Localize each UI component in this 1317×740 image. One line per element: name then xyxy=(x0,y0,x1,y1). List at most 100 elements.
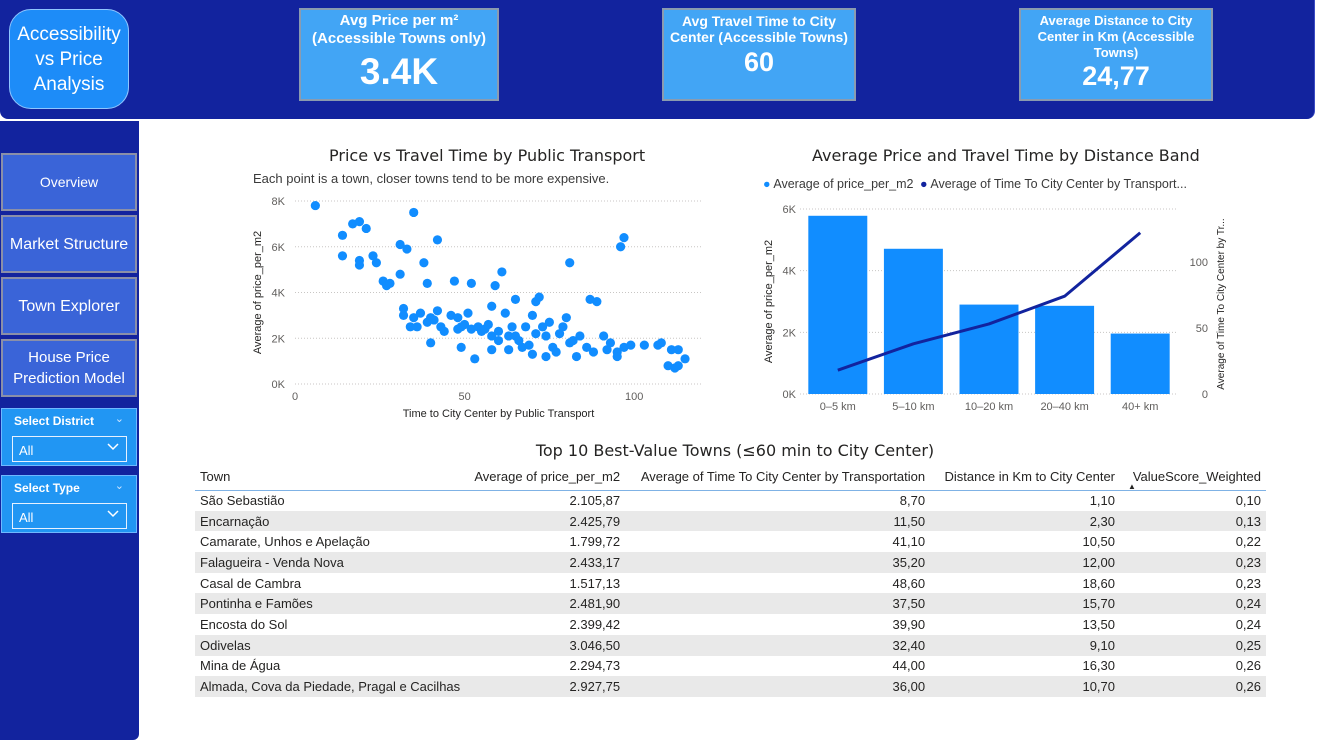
legend-item-price[interactable]: Average of price_per_m2 xyxy=(773,177,914,191)
scatter-point xyxy=(500,308,510,318)
column-header-town[interactable]: Town xyxy=(195,464,466,491)
district-dropdown[interactable]: All xyxy=(12,436,127,462)
kpi-value: 60 xyxy=(743,47,775,77)
kpi-value: 24,77 xyxy=(1082,61,1150,91)
header-bar: Accessibility vs Price Analysis Avg Pric… xyxy=(0,0,1315,119)
collapse-chevron-icon[interactable]: ⌄ xyxy=(114,413,124,425)
scatter-point xyxy=(493,326,504,336)
scatter-point xyxy=(354,260,365,270)
bar xyxy=(959,304,1019,394)
scatter-point xyxy=(354,216,365,227)
scatter-point xyxy=(402,244,412,254)
scatter-point xyxy=(541,351,551,362)
cell-distance: 2,30 xyxy=(930,510,1121,532)
column-header-travel-time[interactable]: Average of Time To City Center by Transp… xyxy=(625,464,931,491)
cell-town: Odivelas xyxy=(195,634,466,656)
x-tick-label: 10–20 km xyxy=(965,401,1013,413)
y-axis-title: Average of price_per_m2 xyxy=(252,231,264,354)
table-row[interactable]: Almada, Cova da Piedade, Pragal e Cacilh… xyxy=(195,676,1266,697)
y-tick-label: 2K xyxy=(272,333,286,345)
scatter-point xyxy=(497,267,507,277)
cell-distance: 18,60 xyxy=(1082,575,1116,591)
scatter-point xyxy=(544,317,554,327)
scatter-point xyxy=(361,223,371,234)
x-tick-label: 20–40 km xyxy=(1040,401,1088,413)
table-row[interactable]: Mina de Água 2.294,73 44,00 16,30 0,26 xyxy=(195,656,1266,677)
scatter-point xyxy=(405,322,415,332)
scatter-point xyxy=(385,278,395,288)
bar xyxy=(883,248,943,394)
kpi-card-avg-price: Avg Price per m² (Accessible Towns only)… xyxy=(299,8,499,101)
table-row[interactable]: Encosta do Sol 2.399,42 39,90 13,50 0,24 xyxy=(195,614,1266,635)
y-tick-label: 4K xyxy=(783,266,797,278)
cell-distance: 10,50 xyxy=(1082,534,1116,550)
cell-valuescore: 0,10 xyxy=(1235,493,1261,509)
cell-valuescore: 0,24 xyxy=(1235,616,1261,632)
y-axis-title: Average of price_per_m2 xyxy=(763,240,775,363)
scatter-point xyxy=(605,338,616,348)
scatter-point xyxy=(395,269,405,279)
sort-ascending-icon: ▲ xyxy=(1128,482,1136,491)
cell-distance: 9,10 xyxy=(930,634,1121,656)
cell-valuescore: 0,26 xyxy=(1235,658,1261,674)
y2-tick-label: 0 xyxy=(1202,389,1208,401)
column-header-valuescore[interactable]: ValueScore_Weighted ▲ xyxy=(1120,464,1266,491)
table-row[interactable]: São Sebastião 2.105,87 8,70 1,10 0,10 xyxy=(195,490,1266,511)
table-row[interactable]: Pontinha e Famões 2.481,90 37,50 15,70 0,24 xyxy=(195,593,1266,615)
scatter-point xyxy=(483,319,493,330)
table-row[interactable]: Falagueira - Venda Nova 2.433,17 35,20 12,0… xyxy=(195,552,1266,573)
scatter-point xyxy=(490,281,500,291)
scatter-point xyxy=(565,258,575,268)
x-tick-label: 50 xyxy=(458,391,470,403)
nav-town-explorer-button[interactable]: Town Explorer xyxy=(1,277,137,335)
cell-valuescore: 0,22 xyxy=(1235,534,1261,550)
scatter-point xyxy=(514,335,524,346)
cell-travel-time: 44,00 xyxy=(892,658,926,674)
column-header-distance[interactable]: Distance in Km to City Center xyxy=(930,464,1121,491)
nav-overview-button[interactable]: Overview xyxy=(1,153,137,211)
legend-item-travel-time[interactable]: Average of Time To City Center by Transp… xyxy=(930,177,1187,191)
cell-price: 2.425,79 xyxy=(465,510,626,532)
scatter-point xyxy=(680,354,690,364)
nav-price-prediction-button[interactable]: House Price Prediction Model xyxy=(1,339,137,397)
scatter-chart[interactable]: 0K 2K 4K 6K 8K 0 50 100 Time to City Center by P… xyxy=(240,188,710,428)
sidebar: Overview Market Structure Town Explorer … xyxy=(0,121,139,740)
kpi-label: Avg Travel Time to City Center (Accessib… xyxy=(670,13,848,45)
x-tick-label: 5–10 km xyxy=(892,401,934,413)
kpi-card-avg-travel-time: Avg Travel Time to City Center (Accessib… xyxy=(662,8,856,101)
scatter-point xyxy=(426,338,436,348)
scatter-point xyxy=(449,276,460,286)
table-title: Top 10 Best-Value Towns (≤60 min to City… xyxy=(535,441,935,460)
scatter-point xyxy=(626,340,636,350)
scatter-point xyxy=(398,310,409,320)
combo-chart[interactable]: 0K 2K 4K 6K 0 50 100 Average of price_per_m2 Ave… xyxy=(758,194,1238,424)
scatter-point xyxy=(368,251,378,261)
cell-town: Casal de Cambra xyxy=(200,575,302,591)
scatter-point xyxy=(395,239,405,250)
x-tick-label: 100 xyxy=(625,391,643,403)
table-row[interactable]: Odivelas 3.046,50 32,40 9,10 0,25 xyxy=(195,634,1266,656)
scatter-point xyxy=(602,345,612,355)
scatter-point xyxy=(432,306,443,316)
cell-travel-time: 35,20 xyxy=(625,552,931,573)
collapse-chevron-icon[interactable]: ⌄ xyxy=(114,480,124,492)
legend-dot-icon: ● xyxy=(919,177,928,191)
kpi-label: Average Distance to City Center in Km (A… xyxy=(1037,13,1195,60)
type-dropdown[interactable]: All xyxy=(12,503,127,529)
scatter-point xyxy=(656,338,666,348)
table-row[interactable]: Camarate, Unhos e Apelação 1.799,72 41,10 1… xyxy=(195,531,1266,552)
table-row[interactable]: Casal de Cambra 1.517,13 48,60 18,60 0,23 xyxy=(195,573,1266,594)
combo-legend: ● Average of price_per_m2 ● Average of T… xyxy=(763,177,1187,191)
nav-market-structure-button[interactable]: Market Structure xyxy=(1,215,137,273)
column-header-price[interactable]: Average of price_per_m2 xyxy=(465,464,626,491)
table-row[interactable]: Encarnação 2.425,79 11,50 2,30 0,13 xyxy=(195,510,1266,532)
cell-price: 1.517,13 xyxy=(569,575,621,591)
scatter-point xyxy=(673,361,683,371)
cell-valuescore: 0,13 xyxy=(1120,510,1266,532)
y2-tick-label: 50 xyxy=(1196,323,1208,335)
scatter-point xyxy=(510,294,521,304)
scatter-point xyxy=(487,345,497,355)
combo-chart-title: Average Price and Travel Time by Distanc… xyxy=(812,146,1200,165)
scatter-point xyxy=(337,251,348,261)
cell-valuescore: 0,23 xyxy=(1120,552,1266,573)
